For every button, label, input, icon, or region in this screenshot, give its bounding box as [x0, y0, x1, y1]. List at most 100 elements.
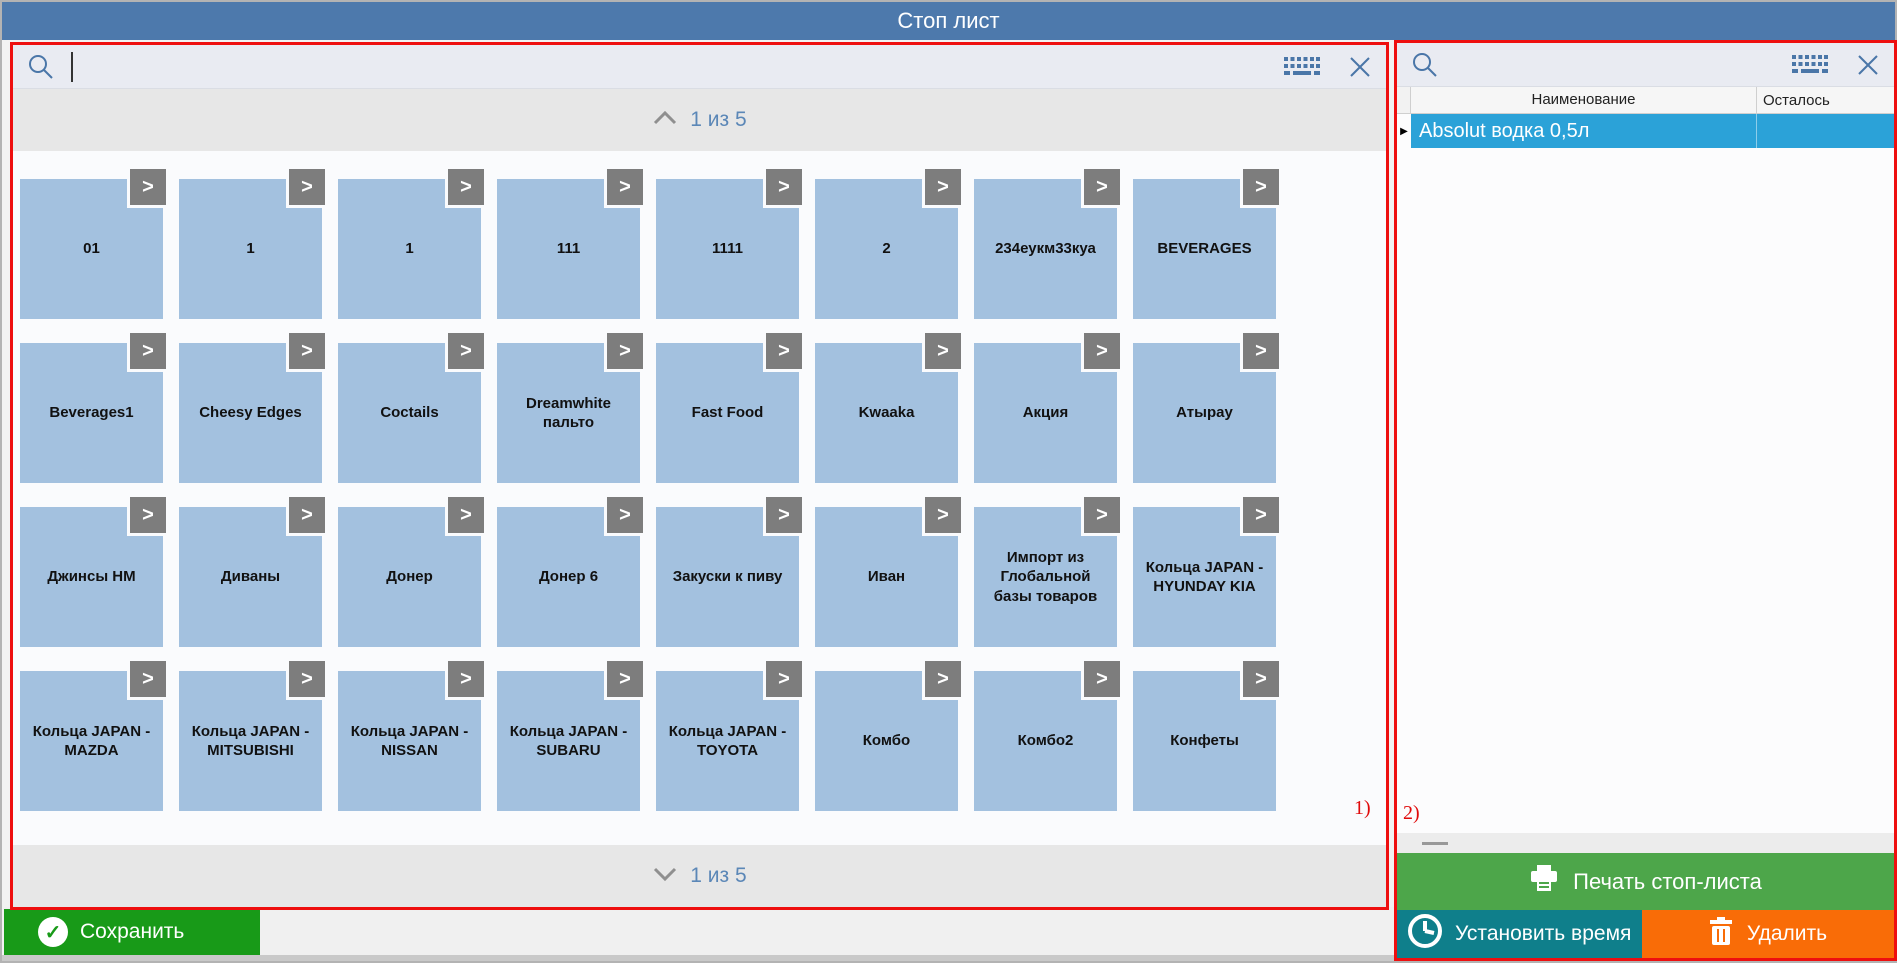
category-tile[interactable]: > 2	[815, 169, 961, 319]
category-tile[interactable]: > Импорт из Глобальной базы товаров	[974, 497, 1120, 647]
category-tile[interactable]: > 1111	[656, 169, 802, 319]
tile-label: 1111	[712, 240, 743, 258]
tile-expand-badge[interactable]: >	[448, 497, 484, 533]
annotation-1: 1)	[1354, 797, 1371, 819]
clear-search-icon[interactable]	[1856, 53, 1880, 77]
tile-expand-badge[interactable]: >	[766, 661, 802, 697]
category-tile[interactable]: > Kwaaka	[815, 333, 961, 483]
category-tile[interactable]: > Dreamwhite пальто	[497, 333, 643, 483]
category-tile[interactable]: > Кольца JAPAN - TOYOTA	[656, 661, 802, 811]
check-icon: ✓	[38, 917, 68, 947]
category-tile[interactable]: > Кольца JAPAN - MAZDA	[20, 661, 166, 811]
tile-expand-badge[interactable]: >	[925, 333, 961, 369]
category-tile[interactable]: > Кольца JAPAN - HYUNDAY KIA	[1133, 497, 1279, 647]
category-tile[interactable]: > Cheesy Edges	[179, 333, 325, 483]
category-tile[interactable]: > 1	[338, 169, 484, 319]
keyboard-icon[interactable]	[1792, 54, 1828, 75]
tile-label: Донер	[386, 568, 433, 586]
tile-expand-badge[interactable]: >	[766, 497, 802, 533]
tile-expand-badge[interactable]: >	[925, 169, 961, 205]
category-tile[interactable]: > 1	[179, 169, 325, 319]
row-marker-icon: ▶	[1397, 114, 1411, 148]
pager-top[interactable]: 1 из 5	[13, 89, 1386, 151]
tile-expand-badge[interactable]: >	[1243, 333, 1279, 369]
category-tile[interactable]: > Fast Food	[656, 333, 802, 483]
tile-label: Комбо	[862, 732, 911, 750]
tile-label: 1	[246, 240, 255, 258]
category-tile[interactable]: > Атырау	[1133, 333, 1279, 483]
panel-splitter	[1397, 833, 1894, 853]
stoplist-row[interactable]: ▶ Absolut водка 0,5л	[1397, 114, 1894, 148]
print-stoplist-button[interactable]: Печать стоп-листа	[1397, 853, 1894, 910]
delete-button[interactable]: Удалить	[1642, 910, 1894, 958]
tile-expand-badge[interactable]: >	[607, 497, 643, 533]
category-tile[interactable]: > Донер	[338, 497, 484, 647]
window-titlebar: Стоп лист	[2, 2, 1895, 40]
tile-expand-badge[interactable]: >	[448, 333, 484, 369]
tile-expand-badge[interactable]: >	[130, 661, 166, 697]
tile-expand-badge[interactable]: >	[607, 169, 643, 205]
tile-expand-badge[interactable]: >	[1084, 497, 1120, 533]
row-name: Absolut водка 0,5л	[1411, 114, 1757, 148]
tile-expand-badge[interactable]: >	[925, 497, 961, 533]
keyboard-icon[interactable]	[1284, 56, 1320, 77]
tile-expand-badge[interactable]: >	[1243, 169, 1279, 205]
row-marker-column-header	[1397, 87, 1411, 113]
tile-expand-badge[interactable]: >	[1243, 661, 1279, 697]
tile-expand-badge[interactable]: >	[925, 661, 961, 697]
window-bottom-edge	[2, 955, 1895, 961]
category-tile[interactable]: > Иван	[815, 497, 961, 647]
category-tile[interactable]: > Кольца JAPAN - MITSUBISHI	[179, 661, 325, 811]
category-grid: > 01 > 1 > 1 > 111 > 1111 > 2 > 234еукм3…	[13, 151, 1386, 811]
tile-label: Кольца JAPAN - TOYOTA	[668, 722, 787, 760]
tile-expand-badge[interactable]: >	[289, 169, 325, 205]
category-tile[interactable]: > Джинсы НМ	[20, 497, 166, 647]
clear-search-icon[interactable]	[1348, 55, 1372, 79]
tile-expand-badge[interactable]: >	[289, 497, 325, 533]
tile-expand-badge[interactable]: >	[1084, 169, 1120, 205]
category-tile[interactable]: > Комбо2	[974, 661, 1120, 811]
search-icon	[27, 53, 55, 81]
tile-expand-badge[interactable]: >	[766, 169, 802, 205]
tile-expand-badge[interactable]: >	[289, 661, 325, 697]
category-tile[interactable]: > Кольца JAPAN - NISSAN	[338, 661, 484, 811]
save-label: Сохранить	[80, 920, 185, 943]
category-grid-area: > 01 > 1 > 1 > 111 > 1111 > 2 > 234еукм3…	[13, 151, 1386, 845]
tile-expand-badge[interactable]: >	[130, 169, 166, 205]
category-tile[interactable]: > 01	[20, 169, 166, 319]
tile-expand-badge[interactable]: >	[1243, 497, 1279, 533]
category-tile[interactable]: > Coctails	[338, 333, 484, 483]
category-tile[interactable]: > BEVERAGES	[1133, 169, 1279, 319]
chevron-down-icon[interactable]	[652, 864, 678, 888]
tile-expand-badge[interactable]: >	[289, 333, 325, 369]
tile-expand-badge[interactable]: >	[1084, 661, 1120, 697]
category-tile[interactable]: > Диваны	[179, 497, 325, 647]
tile-expand-badge[interactable]: >	[448, 661, 484, 697]
category-tile[interactable]: > Beverages1	[20, 333, 166, 483]
splitter-handle[interactable]	[1422, 841, 1448, 845]
category-tile[interactable]: > 234еукм33куа	[974, 169, 1120, 319]
tile-expand-badge[interactable]: >	[1084, 333, 1120, 369]
tile-label: 234еукм33куа	[995, 240, 1096, 258]
set-time-button[interactable]: Установить время	[1397, 910, 1642, 958]
pager-bottom[interactable]: 1 из 5	[13, 845, 1386, 907]
tile-label: Fast Food	[691, 404, 764, 422]
tile-expand-badge[interactable]: >	[448, 169, 484, 205]
category-tile[interactable]: > Комбо	[815, 661, 961, 811]
chevron-up-icon[interactable]	[652, 108, 678, 132]
tile-expand-badge[interactable]: >	[130, 497, 166, 533]
category-tile[interactable]: > Акция	[974, 333, 1120, 483]
category-tile[interactable]: > Конфеты	[1133, 661, 1279, 811]
delete-label: Удалить	[1746, 922, 1828, 945]
save-button[interactable]: ✓ Сохранить	[4, 909, 260, 955]
category-tile[interactable]: > Донер 6	[497, 497, 643, 647]
tile-expand-badge[interactable]: >	[607, 333, 643, 369]
column-header-remaining: Осталось	[1763, 91, 1830, 109]
category-tile[interactable]: > Закуски к пиву	[656, 497, 802, 647]
tile-expand-badge[interactable]: >	[607, 661, 643, 697]
category-tile[interactable]: > 111	[497, 169, 643, 319]
tile-label: Закуски к пиву	[672, 568, 783, 586]
tile-expand-badge[interactable]: >	[130, 333, 166, 369]
category-tile[interactable]: > Кольца JAPAN - SUBARU	[497, 661, 643, 811]
tile-expand-badge[interactable]: >	[766, 333, 802, 369]
